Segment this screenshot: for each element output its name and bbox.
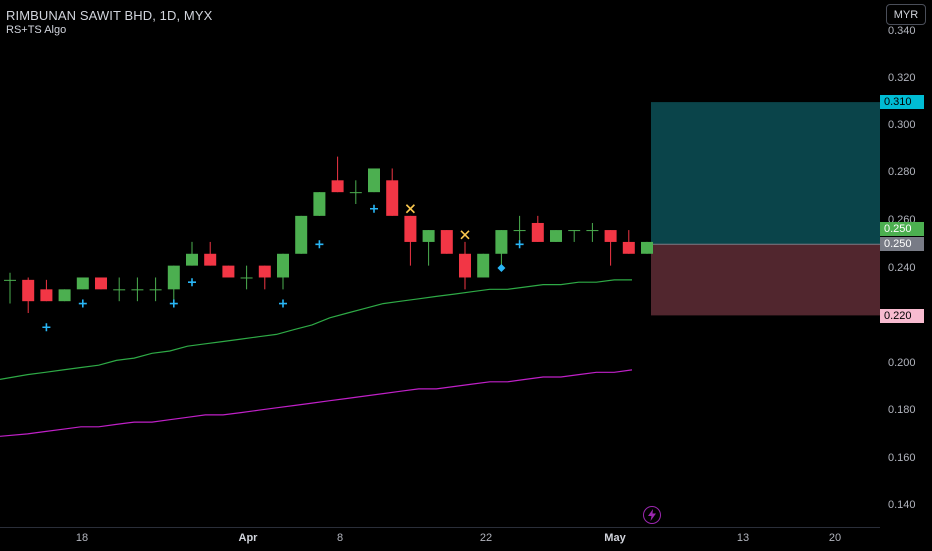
candle-body [186, 253, 198, 266]
candle-body [149, 289, 162, 291]
candle-body [495, 230, 508, 254]
candle-body [204, 253, 217, 266]
signal-plus-marker [515, 240, 524, 249]
target-price-tag: 0.310 [880, 95, 924, 109]
time-tick: 20 [828, 532, 842, 544]
price-tick: 0.160 [888, 452, 916, 464]
entry-price-tag: 0.250 [880, 237, 924, 251]
candle-body [167, 265, 180, 290]
signal-diamond-marker [497, 264, 506, 272]
chart-area[interactable]: RIMBUNAN SAWIT BHD, 1D, MYX RS+TS Algo [0, 0, 880, 527]
candle-body [258, 265, 271, 278]
candle-body [641, 241, 653, 254]
candle-body [550, 230, 562, 242]
candle-body [513, 230, 526, 232]
currency-button[interactable]: MYR [886, 4, 926, 25]
signal-plus-marker [370, 204, 378, 213]
candle-body [76, 277, 89, 290]
price-tick: 0.340 [888, 25, 916, 37]
ema-slow-line [0, 369, 633, 437]
signal-x-marker [460, 230, 470, 240]
time-tick: 8 [336, 532, 344, 544]
signal-plus-marker [42, 323, 51, 332]
candle-body [4, 279, 16, 281]
price-tick: 0.280 [888, 166, 916, 178]
candle-body [277, 253, 289, 278]
stop-price-tag: 0.220 [880, 309, 924, 323]
price-axis[interactable]: 0.340 0.320 0.300 0.280 0.260 0.240 0.22… [880, 0, 932, 550]
candle-body [222, 265, 235, 278]
candle-body [604, 230, 617, 242]
candle-body [386, 180, 399, 216]
candle-body [477, 253, 490, 278]
candle-body [568, 230, 581, 232]
symbol-title: RIMBUNAN SAWIT BHD, 1D, MYX [6, 8, 213, 23]
price-tick: 0.240 [888, 262, 916, 274]
candle-body [95, 277, 107, 290]
candle-body [113, 289, 126, 291]
signal-plus-marker [315, 240, 324, 249]
candle-body [404, 215, 417, 242]
signal-x-marker [405, 204, 415, 214]
candle-body [131, 289, 144, 291]
candle-body [459, 253, 471, 278]
time-axis[interactable]: 18 Apr 8 22 May 13 20 [0, 527, 880, 551]
price-tick: 0.300 [888, 119, 916, 131]
price-tick: 0.180 [888, 404, 916, 416]
candle-body [240, 277, 253, 279]
candle-body [440, 230, 453, 254]
ema-fast-line [0, 279, 632, 380]
time-tick: 13 [736, 532, 750, 544]
candle-body [586, 230, 599, 232]
price-tick: 0.140 [888, 499, 916, 511]
candle-body [368, 168, 380, 193]
signal-plus-marker [78, 299, 87, 308]
signal-plus-marker [169, 299, 178, 308]
signal-plus-marker [279, 299, 287, 308]
stop-zone [651, 244, 880, 316]
price-chart[interactable] [0, 0, 880, 527]
time-tick: May [604, 532, 626, 544]
time-tick: 18 [75, 532, 89, 544]
time-tick: Apr [238, 532, 258, 544]
indicator-label[interactable]: RS+TS Algo [6, 24, 67, 36]
candle-body [331, 180, 344, 193]
price-tick: 0.200 [888, 357, 916, 369]
candle-body [349, 192, 362, 194]
last-price-tag: 0.250 [880, 222, 924, 236]
target-zone [651, 102, 880, 245]
bolt-icon[interactable] [643, 506, 661, 524]
candle-body [40, 289, 53, 302]
candle-body [22, 279, 35, 302]
candle-body [422, 230, 435, 242]
candle-body [531, 222, 544, 242]
candle-body [295, 215, 308, 254]
price-tick: 0.320 [888, 72, 916, 84]
time-tick: 22 [479, 532, 493, 544]
signal-plus-marker [188, 278, 196, 287]
candle-body [58, 289, 71, 302]
candle-body [622, 241, 635, 254]
candle-body [313, 192, 326, 216]
